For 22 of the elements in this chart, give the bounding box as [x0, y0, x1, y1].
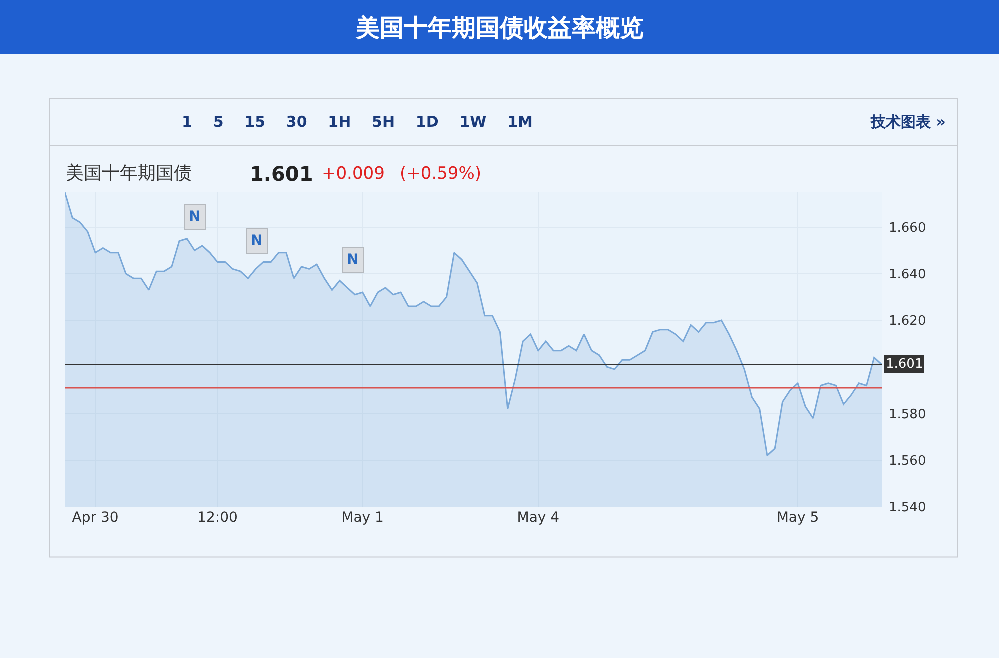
y-tick-label: 1.620 [889, 314, 926, 330]
text: 技术图表 » [870, 113, 946, 131]
annotation: N [251, 233, 263, 249]
ref-line-label: 1.601 [886, 357, 924, 372]
y-tick-label: 1.660 [889, 220, 926, 236]
text: +0.009 [322, 164, 385, 184]
x-tick-label: May 5 [776, 510, 820, 526]
y-tick-label: 1.640 [889, 267, 926, 282]
y-tick-label: 1.580 [889, 407, 926, 422]
x-tick-label: 12:00 [198, 510, 238, 526]
x-tick-label: May 4 [517, 510, 560, 526]
text: 1.601 [250, 162, 314, 186]
annotation: N [347, 252, 359, 268]
y-tick-label: 1.540 [889, 500, 926, 516]
text: (+0.59%) [400, 164, 482, 184]
annotation: N [189, 209, 201, 225]
x-tick-label: May 1 [342, 510, 384, 526]
x-tick-label: Apr 30 [72, 510, 119, 526]
chart-title: 美国十年期国债收益率概览 [355, 14, 644, 42]
y-tick-label: 1.560 [889, 454, 926, 469]
chart-subtitle: 美国十年期国债 [66, 163, 192, 184]
text: 1 5 15 30 1H 5H 1D 1W 1M [182, 113, 533, 131]
